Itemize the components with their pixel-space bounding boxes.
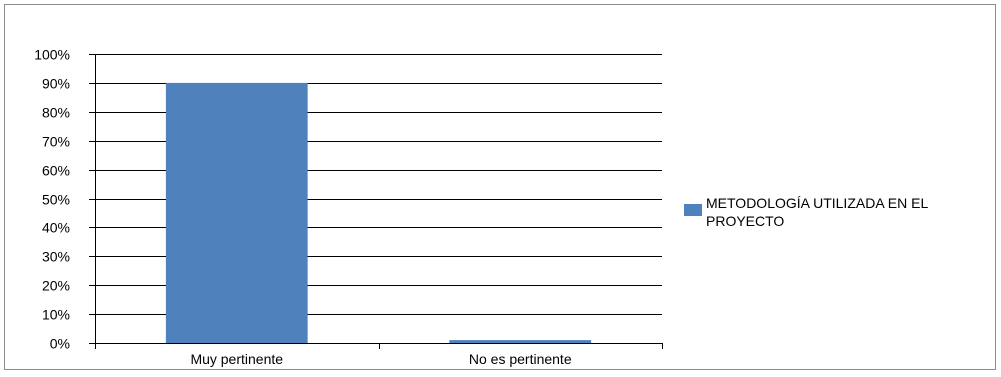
y-tick-label: 70% [42, 134, 70, 150]
bar [449, 340, 592, 343]
tick-labels: 0% 10% 20% 30% 40% 50% 60% 70% 80% 90% 100% Muy per… [34, 47, 572, 368]
axes [89, 54, 663, 349]
y-tick-label: 40% [42, 220, 70, 236]
x-tick-label: Muy pertinente [190, 351, 283, 367]
legend-label: METODOLOGÍA UTILIZADA EN EL PROYECTO [706, 195, 928, 229]
y-tick-label: 80% [42, 105, 70, 121]
y-tick-label: 30% [42, 249, 70, 265]
x-tick-label: No es pertinente [469, 351, 572, 367]
legend-swatch [684, 204, 702, 216]
y-tick-label: 100% [34, 47, 70, 63]
y-tick-label: 20% [42, 278, 70, 294]
y-tick-label: 60% [42, 163, 70, 179]
bar [165, 82, 308, 344]
legend: METODOLOGÍA UTILIZADA EN EL PROYECTO [684, 194, 984, 230]
bars [165, 82, 592, 344]
y-tick-label: 90% [42, 76, 70, 92]
y-tick-label: 50% [42, 192, 70, 208]
y-tick-label: 0% [50, 336, 70, 352]
y-tick-label: 10% [42, 307, 70, 323]
